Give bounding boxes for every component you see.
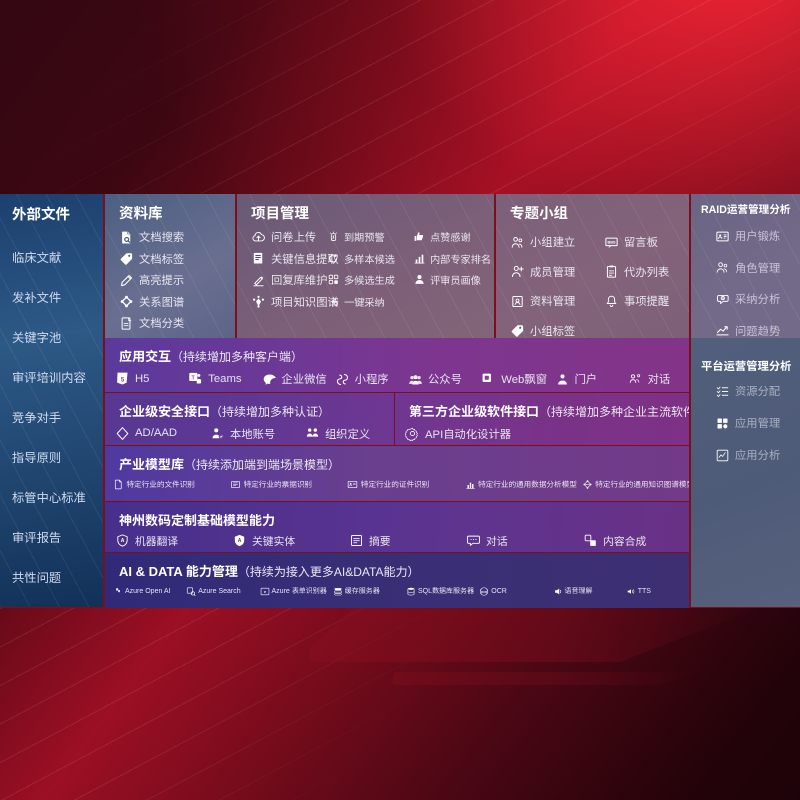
svg-text:T: T (192, 375, 195, 381)
svg-text:QA: QA (721, 295, 725, 299)
svg-text:A: A (121, 538, 125, 544)
svg-text:BBS: BBS (608, 240, 616, 244)
svg-text:e: e (263, 589, 265, 593)
svg-text:OCR: OCR (481, 589, 487, 593)
svg-text:A: A (238, 538, 242, 544)
